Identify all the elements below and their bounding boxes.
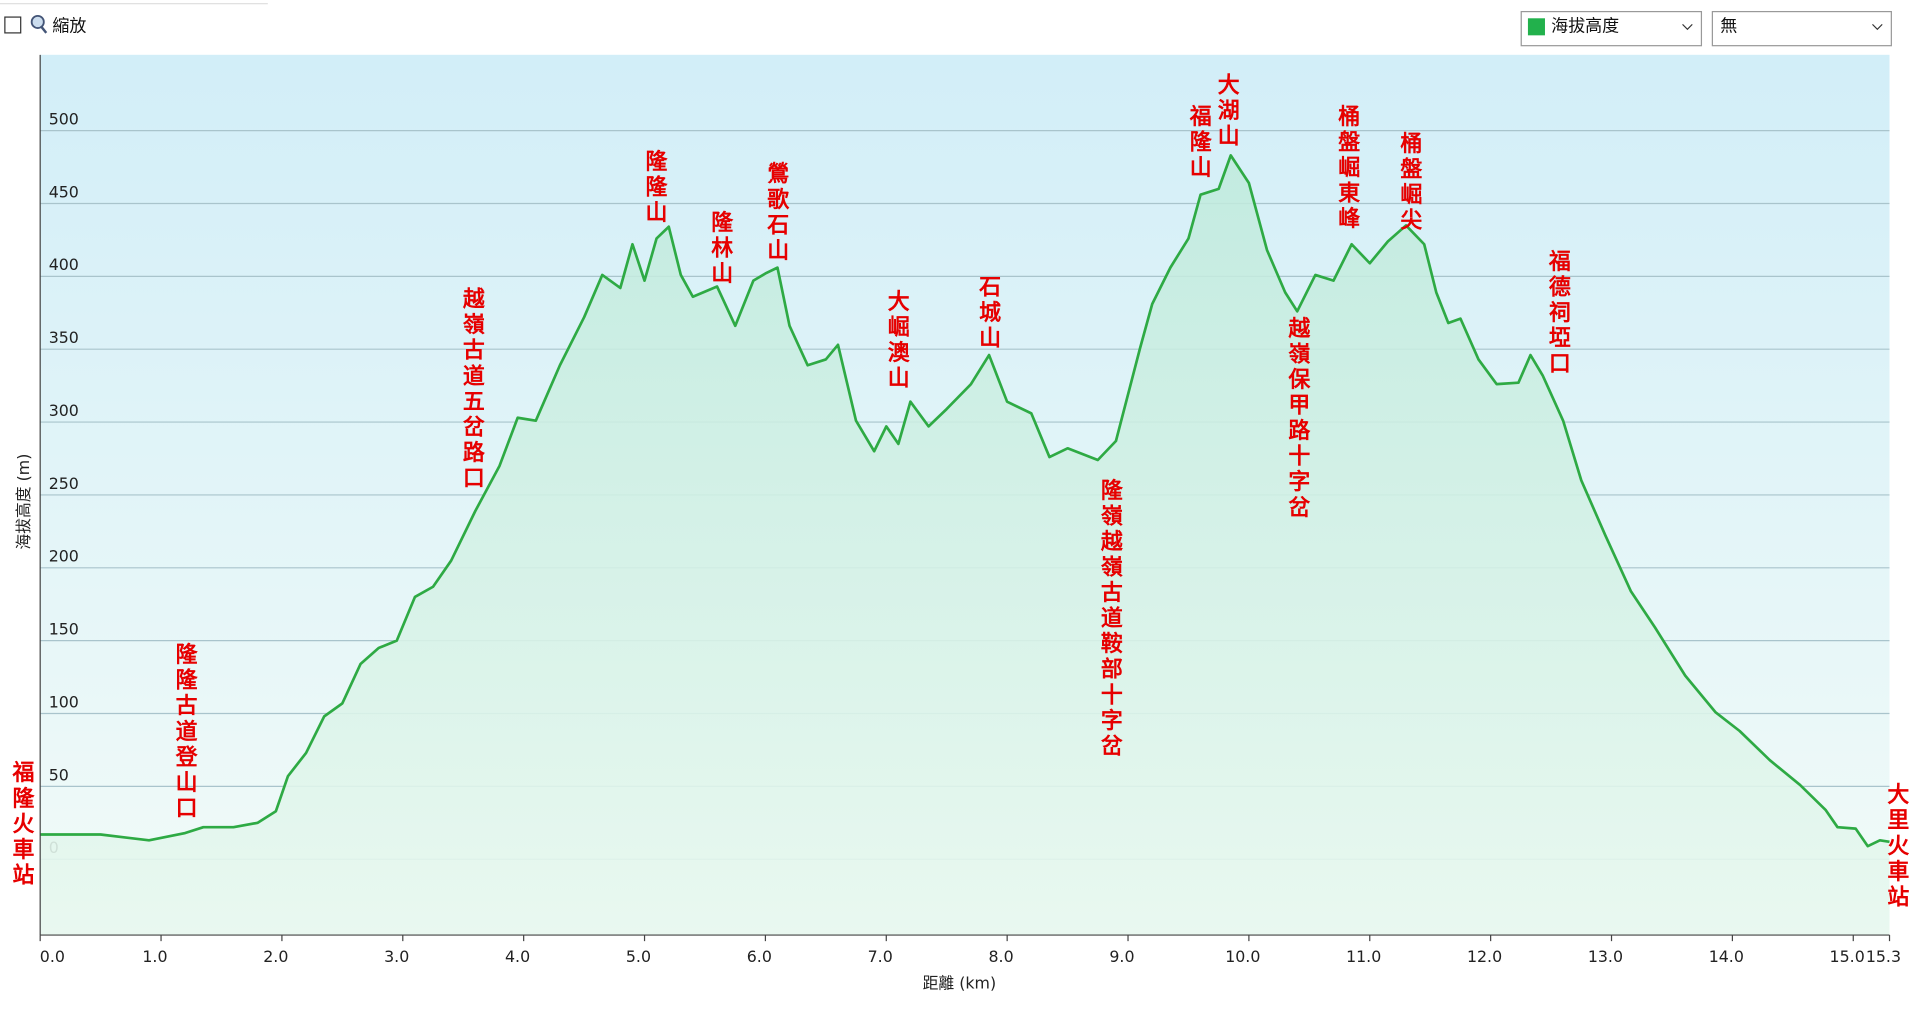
y-tick-label: 100: [49, 692, 79, 711]
peak-label: 隆隆古道登山口: [172, 643, 198, 822]
peak-label: 桶盤崛尖: [1397, 132, 1423, 234]
x-tick-label: 8.0: [988, 947, 1013, 966]
elevation-line: [40, 154, 1890, 848]
x-axis-title: 距離 (km): [923, 974, 997, 993]
peak-label: 石城山: [976, 275, 1002, 352]
peak-label: 大湖山: [1214, 73, 1240, 150]
x-tick-label: 15.3: [1866, 947, 1901, 966]
peak-label: 隆嶺越嶺古道鞍部十字岔: [1097, 478, 1123, 759]
y-tick-label: 300: [49, 401, 79, 420]
y-tick-label: 250: [49, 474, 79, 493]
y-tick-label: 150: [49, 620, 79, 639]
x-tick-label: 5.0: [626, 947, 651, 966]
x-tick-label: 4.0: [505, 947, 530, 966]
zoom-icon: [30, 14, 45, 29]
y-tick-label: 450: [49, 182, 79, 201]
y-tick-label: 500: [49, 110, 79, 129]
series-dropdown[interactable]: [1520, 10, 1703, 47]
peak-label: 隆隆山: [642, 150, 668, 227]
zoom-icon-handle: [40, 26, 48, 34]
y-tick-label: 400: [49, 255, 79, 274]
y-tick-label: 200: [49, 547, 79, 566]
x-tick-label: 1.0: [142, 947, 167, 966]
x-tick-label: 3.0: [384, 947, 409, 966]
x-tick-label: 15.0: [1830, 947, 1865, 966]
x-tick-label: 6.0: [747, 947, 772, 966]
peak-label: 越嶺古道五岔路口: [459, 287, 485, 492]
peak-label: 鶯歌石山: [764, 161, 790, 264]
peak-label: 桶盤崛東峰: [1335, 105, 1361, 233]
chevron: [1682, 23, 1693, 31]
area-fill: [40, 155, 1890, 936]
x-tick-label: 10.0: [1225, 947, 1260, 966]
compare-dropdown[interactable]: [1711, 10, 1892, 47]
x-tick-label: 7.0: [868, 947, 893, 966]
peak-label: 福隆火車站: [9, 761, 35, 889]
chevron: [1872, 23, 1883, 31]
x-tick-label: 12.0: [1467, 947, 1502, 966]
peak-label: 大崛澳山: [884, 290, 910, 392]
y-tick-label: 50: [49, 765, 69, 784]
zoom-checkbox[interactable]: [4, 16, 22, 34]
peak-label: 隆林山: [708, 211, 734, 288]
peak-label: 福德祠埡口: [1545, 250, 1571, 378]
x-tick-label: 14.0: [1709, 947, 1744, 966]
peak-label: 越嶺保甲路十字岔: [1285, 317, 1311, 522]
series-swatch: [1527, 18, 1545, 36]
zoom-label[interactable]: 縮放: [52, 17, 86, 37]
peak-label: 大里火車站: [1884, 783, 1909, 911]
x-tick-label: 13.0: [1588, 947, 1623, 966]
y-axis-title: 海拔高度 (m): [14, 454, 33, 550]
x-tick-label: 11.0: [1346, 947, 1381, 966]
y-tick-label: 350: [49, 328, 79, 347]
series-dropdown-text[interactable]: 海拔高度: [1551, 17, 1619, 37]
x-tick-label: 0.0: [40, 947, 65, 966]
x-tick-label: 9.0: [1109, 947, 1134, 966]
peak-label: 福隆山: [1186, 105, 1212, 182]
x-tick-label: 2.0: [263, 947, 288, 966]
compare-dropdown-text[interactable]: 無: [1720, 17, 1737, 37]
